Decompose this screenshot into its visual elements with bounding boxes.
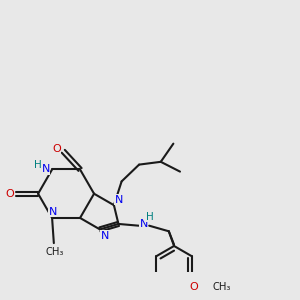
Text: CH₃: CH₃: [212, 281, 231, 292]
Text: O: O: [5, 189, 14, 199]
Text: N: N: [49, 207, 57, 217]
Text: O: O: [52, 144, 61, 154]
Text: N: N: [115, 195, 123, 205]
Text: H: H: [146, 212, 154, 222]
Text: O: O: [189, 281, 198, 292]
Text: N: N: [42, 164, 50, 175]
Text: N: N: [140, 219, 148, 229]
Text: N: N: [100, 231, 109, 241]
Text: CH₃: CH₃: [45, 247, 64, 257]
Text: H: H: [34, 160, 41, 170]
